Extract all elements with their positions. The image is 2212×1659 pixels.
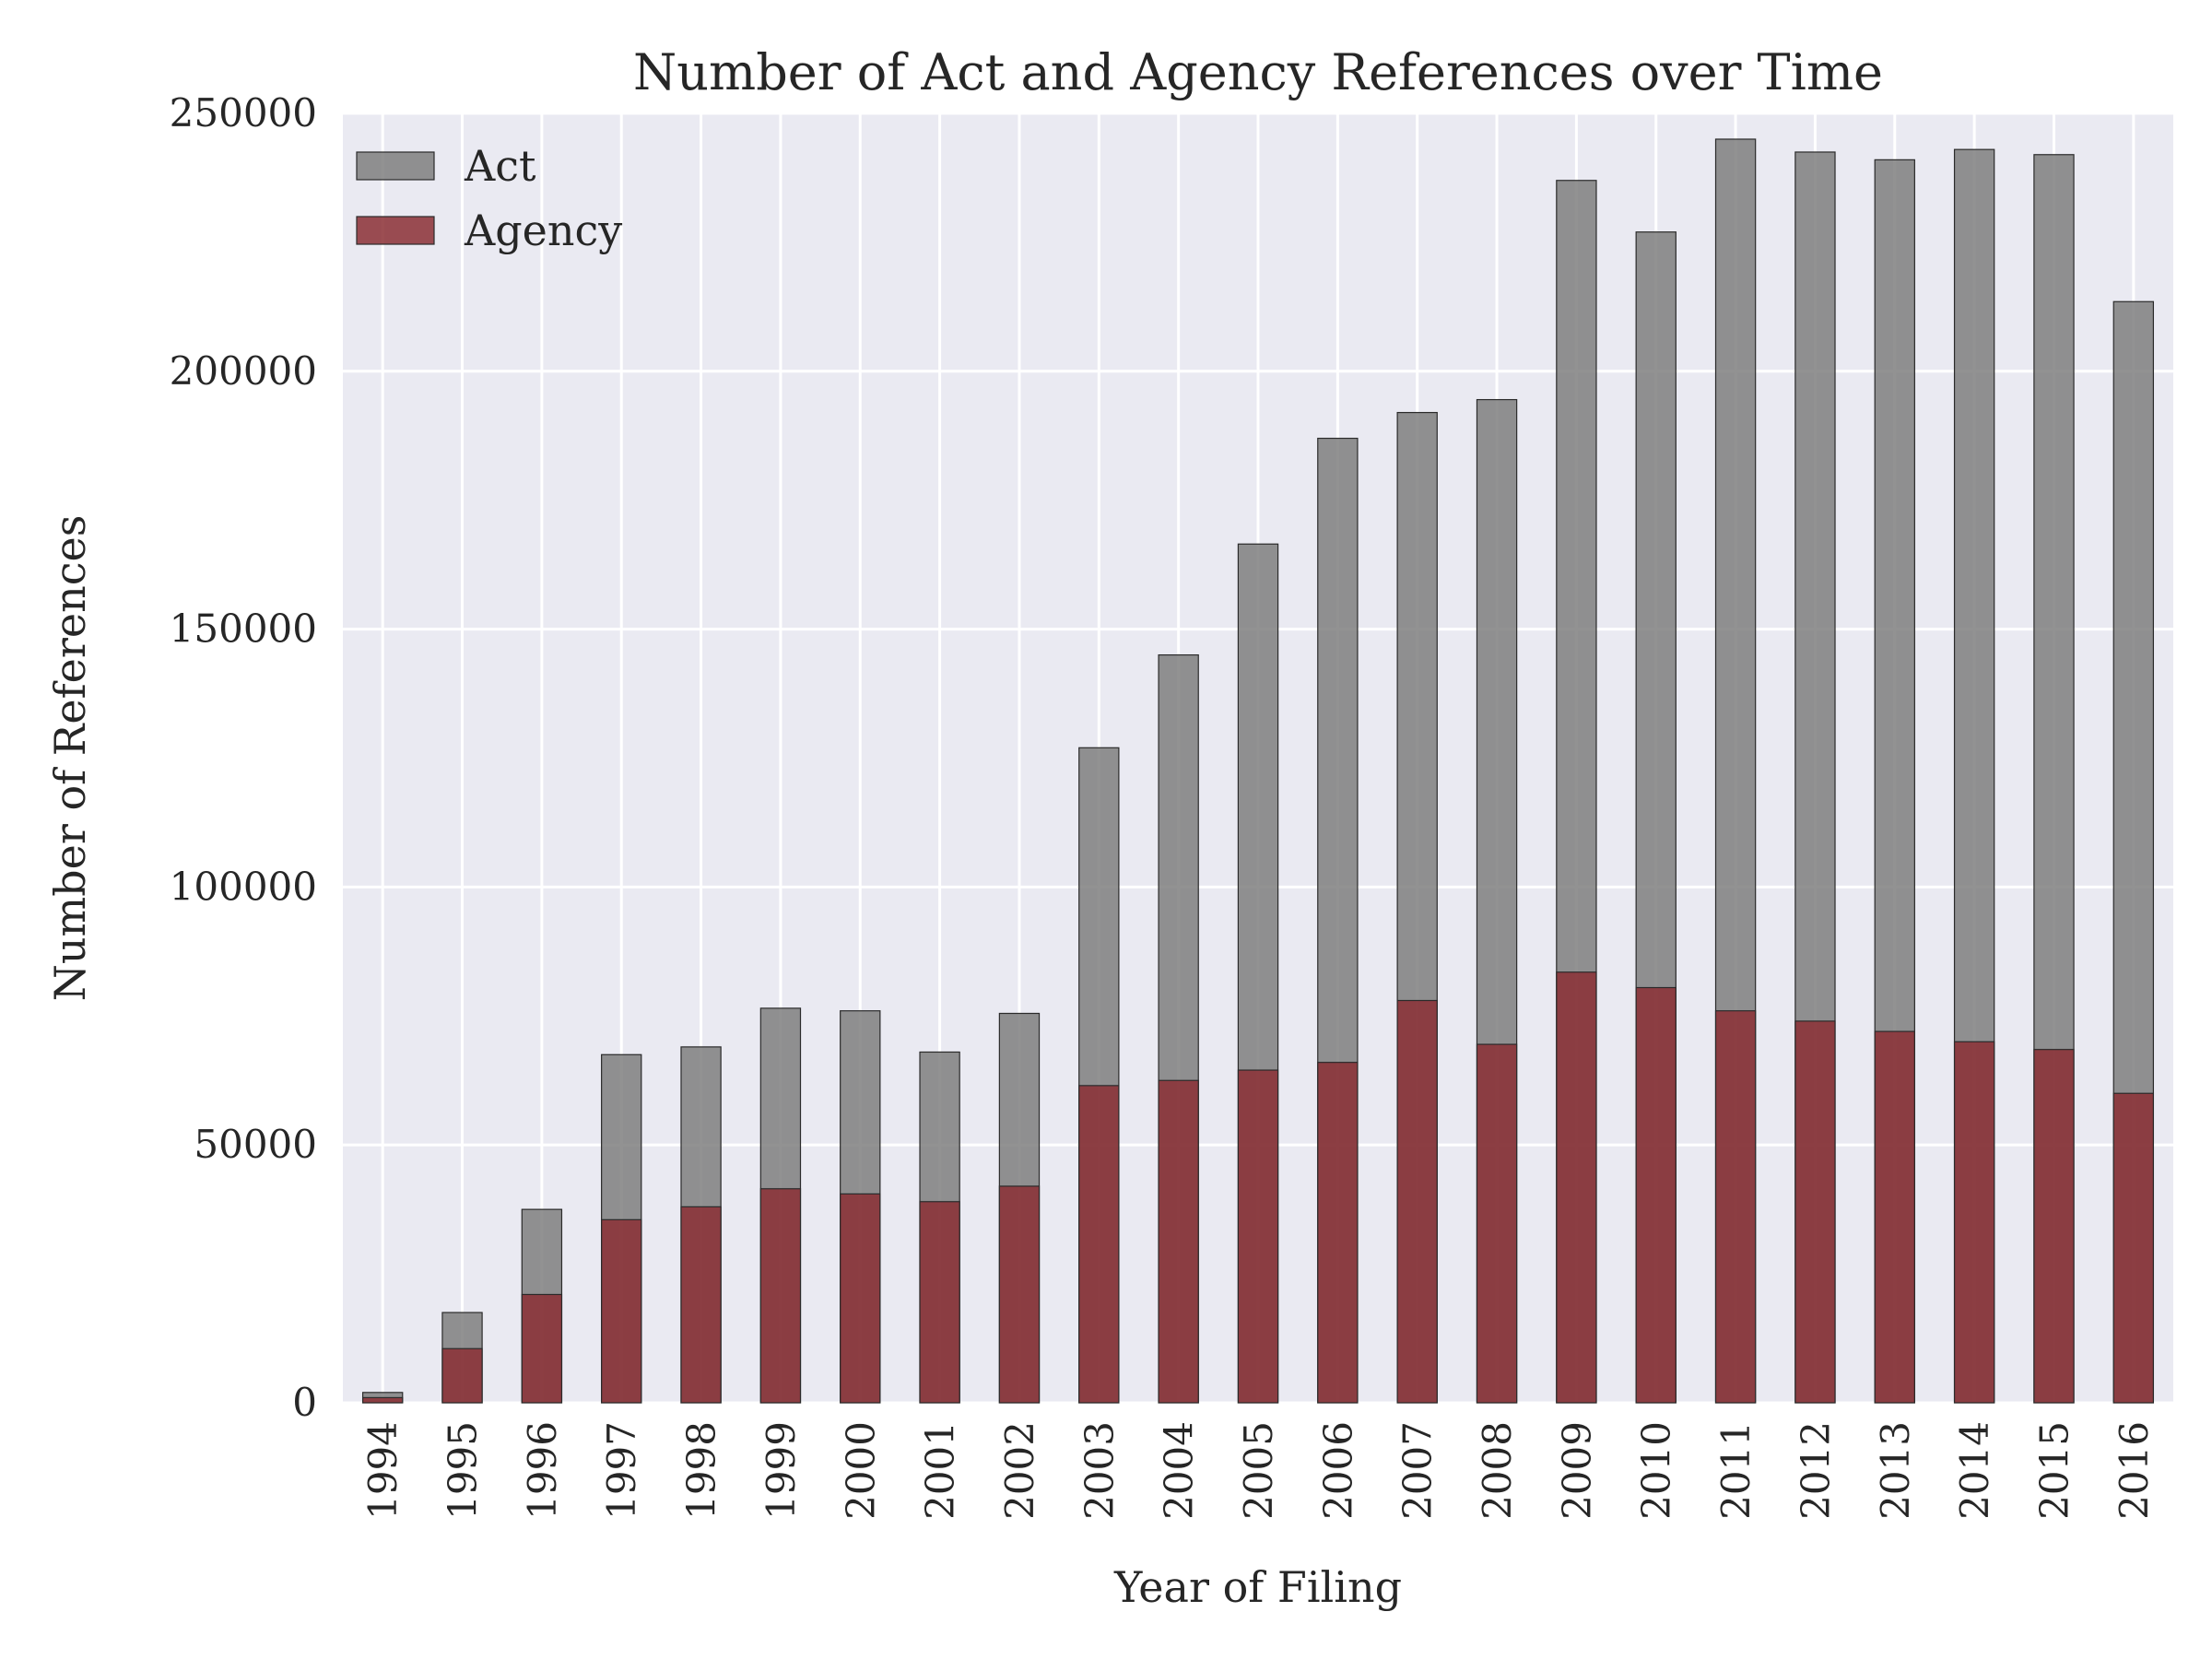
x-tick-label: 2004 bbox=[1157, 1421, 1202, 1520]
x-tick-label: 2008 bbox=[1475, 1421, 1520, 1520]
x-axis-label: Year of Filing bbox=[1113, 1562, 1402, 1612]
bar-agency-2002 bbox=[998, 1185, 1041, 1404]
bar-agency-2004 bbox=[1158, 1079, 1199, 1404]
x-tick-labels: 1994 1995 1996 1997 1998 1999 2000 2001 2002 2003… bbox=[360, 1421, 2157, 1520]
legend: Act Agency bbox=[356, 141, 622, 255]
x-tick-label: 2006 bbox=[1315, 1421, 1360, 1520]
x-tick-label: 2010 bbox=[1634, 1421, 1679, 1520]
y-tick-label: 0 bbox=[292, 1380, 317, 1425]
y-axis-label: Number of References bbox=[45, 515, 95, 1002]
x-tick-label: 1997 bbox=[599, 1421, 644, 1520]
bar-agency-2005 bbox=[1237, 1069, 1279, 1404]
x-tick-label: 2005 bbox=[1236, 1421, 1281, 1520]
bar-agency-2009 bbox=[1556, 971, 1597, 1404]
x-tick-label: 2014 bbox=[1952, 1421, 1997, 1520]
bar-agency-2000 bbox=[840, 1193, 881, 1404]
bar-agency-2015 bbox=[2033, 1049, 2075, 1404]
y-tick-label: 100000 bbox=[170, 864, 317, 909]
bar-agency-1997 bbox=[601, 1218, 642, 1404]
x-tick-label: 2015 bbox=[2031, 1421, 2077, 1520]
x-tick-label: 1998 bbox=[679, 1421, 724, 1520]
x-tick-label: 2003 bbox=[1077, 1421, 1122, 1520]
bars bbox=[361, 138, 2155, 1404]
x-tick-label: 2012 bbox=[1793, 1421, 1838, 1520]
y-tick-label: 50000 bbox=[194, 1122, 317, 1167]
bar-agency-2008 bbox=[1476, 1043, 1518, 1404]
bar-agency-1996 bbox=[521, 1293, 563, 1404]
bar-agency-1999 bbox=[759, 1188, 802, 1404]
x-tick-label: 2013 bbox=[1873, 1421, 1918, 1520]
bar-agency-2016 bbox=[2112, 1092, 2155, 1404]
y-tick-label: 200000 bbox=[170, 348, 317, 394]
legend-swatch-agency bbox=[356, 216, 435, 245]
x-tick-label: 2016 bbox=[2112, 1421, 2157, 1520]
bar-agency-1998 bbox=[680, 1206, 722, 1404]
x-tick-label: 2000 bbox=[838, 1421, 883, 1520]
bar-agency-2003 bbox=[1078, 1085, 1120, 1404]
legend-label-agency: Agency bbox=[464, 206, 622, 255]
bar-agency-2006 bbox=[1317, 1062, 1359, 1404]
chart-title: Number of Act and Agency References over… bbox=[633, 43, 1883, 101]
bar-agency-2014 bbox=[1953, 1041, 1995, 1404]
bar-agency-2007 bbox=[1396, 999, 1438, 1404]
x-tick-label: 2001 bbox=[918, 1421, 963, 1520]
x-tick-label: 1994 bbox=[360, 1421, 406, 1520]
x-tick-label: 2011 bbox=[1713, 1421, 1759, 1520]
bar-agency-1994 bbox=[361, 1396, 404, 1404]
x-tick-label: 2007 bbox=[1395, 1421, 1441, 1520]
bar-agency-2011 bbox=[1714, 1010, 1757, 1404]
x-tick-label: 2002 bbox=[997, 1421, 1042, 1520]
y-tick-label: 250000 bbox=[170, 90, 317, 135]
y-tick-labels: 0 50000 100000 150000 200000 250000 bbox=[170, 90, 317, 1425]
bar-agency-2013 bbox=[1874, 1030, 1915, 1404]
x-tick-label: 1999 bbox=[759, 1421, 804, 1520]
x-tick-label: 1995 bbox=[441, 1421, 486, 1520]
bar-agency-1995 bbox=[441, 1347, 483, 1404]
legend-swatch-act bbox=[356, 151, 435, 181]
legend-label-act: Act bbox=[464, 141, 536, 191]
x-tick-label: 2009 bbox=[1554, 1421, 1599, 1520]
y-tick-label: 150000 bbox=[170, 606, 317, 652]
bar-agency-2012 bbox=[1794, 1020, 1836, 1404]
bar-agency-2001 bbox=[919, 1201, 960, 1404]
x-tick-label: 1996 bbox=[520, 1421, 565, 1520]
bar-agency-2010 bbox=[1635, 986, 1677, 1404]
